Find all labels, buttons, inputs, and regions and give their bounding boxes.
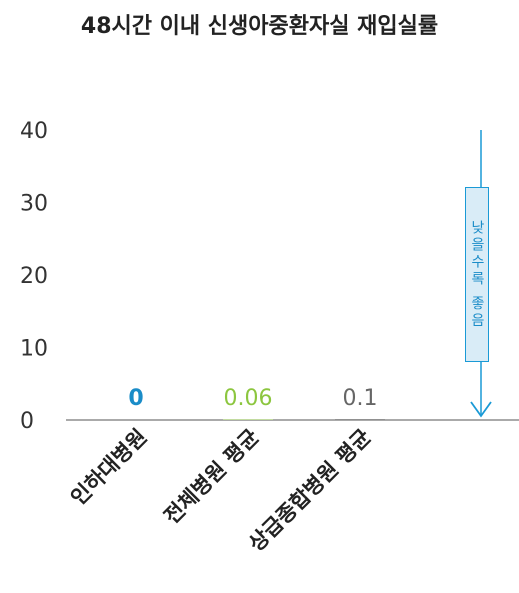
bars [223, 419, 385, 420]
category-label: 인하대병원 [66, 425, 151, 510]
annotation-text: 낮을수록 좋음 [469, 219, 485, 330]
y-tick-label: 40 [20, 119, 48, 144]
y-tick-label: 30 [20, 192, 48, 217]
value-label: 0 [128, 386, 143, 411]
chart-title: 48시간 이내 신생아중환자실 재입실률 [80, 14, 439, 39]
y-tick-label: 20 [20, 264, 48, 289]
value-label: 0.06 [224, 386, 273, 411]
value-label: 0.1 [343, 386, 378, 411]
y-axis: 0 10 20 30 40 [20, 119, 48, 434]
y-tick-label: 10 [20, 337, 48, 362]
bar [335, 419, 385, 420]
annotation-box: 낮을수록 좋음 [465, 187, 489, 362]
y-tick-label: 0 [20, 409, 34, 434]
value-labels: 0 0.06 0.1 [128, 386, 377, 411]
category-label: 전체병원 평균 [159, 425, 263, 529]
category-label: 상급종합병원 평균 [244, 425, 375, 556]
arrow-head [470, 401, 492, 418]
